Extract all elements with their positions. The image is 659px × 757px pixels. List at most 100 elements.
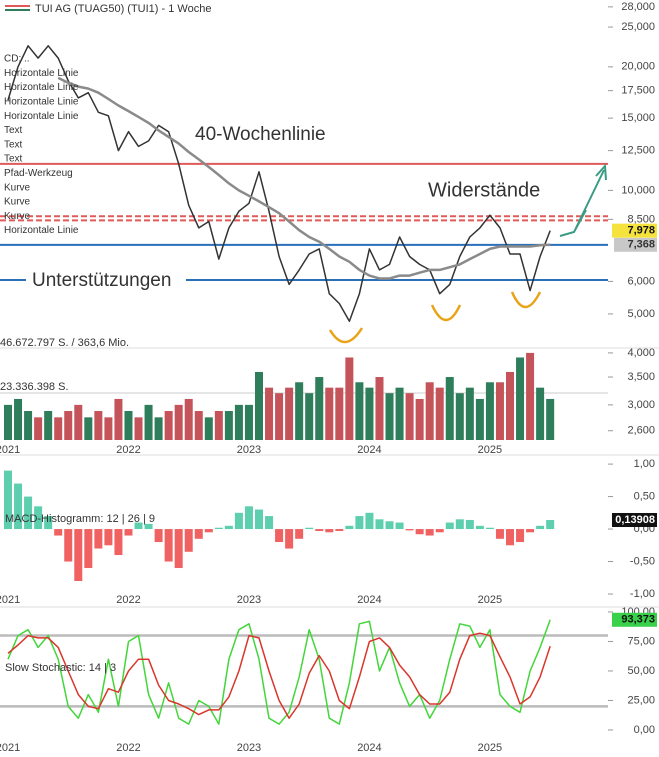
bar [14, 483, 23, 530]
bar [485, 382, 494, 440]
tool-item: Text [4, 154, 23, 165]
bar [214, 411, 223, 440]
arrow-head [595, 163, 607, 181]
y-tick-label: 3,500 [627, 371, 655, 383]
x-tick-label: 2021 [0, 742, 20, 754]
y-tick-label: 4,000 [627, 347, 655, 359]
bar [325, 529, 334, 533]
y-tick-label: 50,00 [627, 665, 655, 677]
tool-item: Text [4, 139, 23, 150]
bar [415, 529, 424, 535]
bar [204, 417, 213, 440]
y-tick-label: 12,500 [621, 145, 655, 157]
x-tick-label: 2022 [116, 742, 140, 754]
bar [345, 357, 354, 440]
bar [154, 417, 163, 440]
annotation: Widerstände [428, 179, 540, 201]
y-tick-label: 17,500 [621, 85, 655, 97]
tool-item: Horizontale Linie [4, 82, 79, 93]
bar [64, 529, 73, 562]
bar [325, 387, 334, 440]
bar [485, 527, 494, 530]
x-tick-label: 2023 [237, 594, 261, 606]
bar [134, 522, 143, 530]
bar [475, 525, 484, 530]
y-tick-label: 1,00 [634, 458, 655, 470]
bar [194, 411, 203, 440]
bar [255, 509, 263, 530]
tool-item: CD: .. [4, 54, 30, 65]
last-value-label: 93,373 [621, 614, 655, 626]
decorations [328, 163, 607, 344]
bar [455, 519, 464, 530]
bar [305, 393, 314, 440]
bar [174, 404, 183, 440]
last-value-label: 0,13908 [615, 514, 655, 526]
bar [506, 529, 514, 546]
bar [275, 393, 284, 440]
bar [536, 387, 545, 440]
bar [54, 417, 63, 440]
tool-item: Horizontale Linie [4, 68, 79, 79]
bar [536, 525, 545, 530]
tool-item: Horizontale Linie [4, 97, 79, 108]
bar [124, 411, 133, 440]
bar [425, 382, 434, 440]
bar [285, 387, 294, 440]
bar [355, 382, 364, 440]
value-box [612, 513, 657, 528]
bar [435, 529, 444, 533]
bar [546, 520, 555, 530]
bar [365, 387, 374, 440]
bar [74, 529, 83, 582]
bar [345, 525, 354, 530]
x-tick-label: 2025 [478, 742, 502, 754]
bar [134, 417, 143, 440]
bar [495, 529, 504, 539]
y-tick-label: 10,000 [621, 184, 655, 196]
bar [395, 522, 404, 530]
tool-item: Kurve [4, 211, 31, 222]
bar [144, 523, 153, 530]
bar [395, 387, 404, 440]
bar [164, 411, 173, 440]
bar [224, 411, 233, 440]
y-tick-label: 25,000 [621, 21, 655, 33]
bar [526, 529, 535, 533]
bar [234, 404, 243, 440]
bar [174, 529, 183, 569]
bar [335, 529, 344, 531]
bar [475, 398, 484, 440]
y-tick-label: 75,00 [627, 635, 655, 647]
bar [44, 516, 53, 530]
y-tick-label: 8,500 [627, 213, 655, 225]
bar [14, 398, 23, 440]
bar [506, 371, 514, 440]
bar [315, 377, 324, 440]
bar [144, 404, 153, 440]
bar [375, 519, 384, 530]
bar [164, 529, 173, 562]
bar [445, 522, 454, 530]
bar [84, 417, 93, 440]
bar [114, 398, 123, 440]
bar [104, 417, 113, 440]
bar [295, 382, 304, 440]
tool-item: Pfad-Werkzeug [4, 168, 73, 179]
bar [54, 529, 63, 536]
bar [265, 516, 274, 530]
y-tick-label: 6,000 [627, 275, 655, 287]
x-tick-label: 2021 [0, 444, 20, 456]
bar [546, 398, 555, 440]
bar [295, 529, 304, 539]
bar [255, 371, 263, 440]
bar [465, 519, 474, 530]
bar [4, 404, 12, 440]
bar [44, 411, 53, 440]
x-tick-label: 2025 [478, 594, 502, 606]
tool-item: Kurve [4, 182, 31, 193]
bar [285, 529, 294, 549]
bar [415, 398, 424, 440]
chart-title: TUI AG (TUAG50) (TUI1) - 1 Woche [35, 3, 211, 15]
